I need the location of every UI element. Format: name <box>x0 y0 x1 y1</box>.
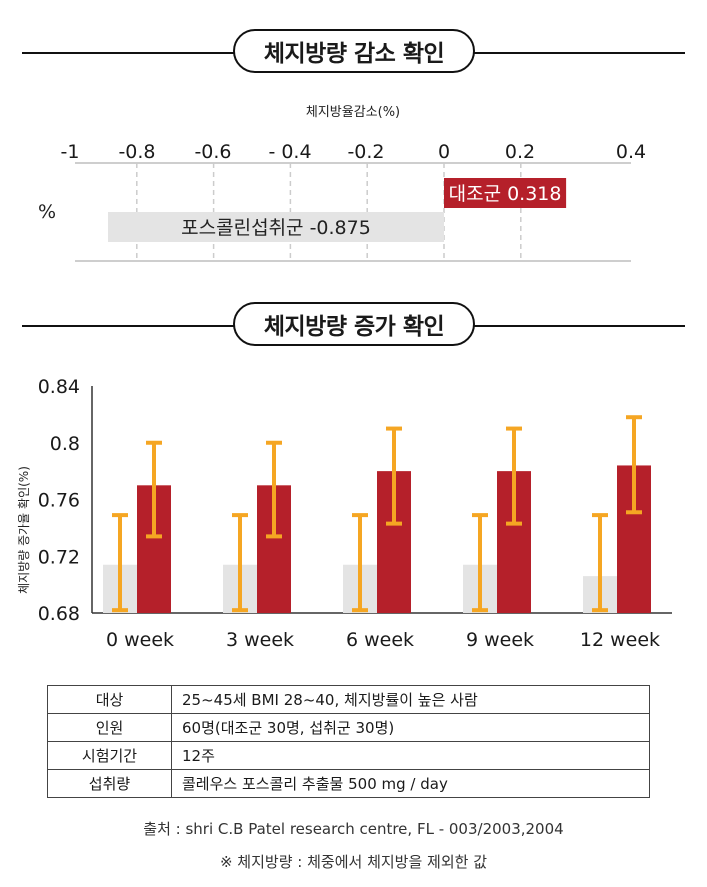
table-value-cell: 60명(대조군 30명, 섭취군 30명) <box>171 713 650 742</box>
chart1-x-tick-label: 0 <box>438 141 450 163</box>
table-key-cell: 대상 <box>47 685 172 714</box>
chart2-x-tick-label: 0 week <box>106 629 174 651</box>
chart1-bar <box>444 178 567 208</box>
chart2-error-bar <box>626 415 642 515</box>
horizontal-bar-chart: 체지방율감소(%) -1 -0.8 -0.6 - 0.4 -0.2 0 0.2 0.4 % 대… <box>38 105 646 262</box>
chart2-error-bar <box>266 440 282 539</box>
chart2-error-bar <box>352 513 368 613</box>
chart1-bar-label: 대조군 0.318 <box>449 183 562 205</box>
study-info-table: 대상 25~45세 BMI 28~40, 체지방률이 높은 사람 인원 60명(대조군… <box>47 685 650 798</box>
chart1-title: 체지방율감소(%) <box>306 105 400 120</box>
chart2-error-bar <box>592 513 608 613</box>
table-row: 대상 25~45세 BMI 28~40, 체지방률이 높은 사람 <box>47 685 650 714</box>
chart1-x-tick-label: -1 <box>61 141 80 163</box>
table-value-cell: 콜레우스 포스콜리 추출물 500 mg / day <box>171 769 650 798</box>
chart2-x-tick-label: 9 week <box>466 629 534 651</box>
header-rule-right <box>466 325 685 327</box>
chart1-x-tick-label: 0.2 <box>505 141 535 163</box>
grouped-bar-chart: 체지방량 증가율 확인(%) 0.84 0.8 0.76 0.72 0.68 0 wee… <box>17 376 672 651</box>
chart1-bar <box>108 212 444 242</box>
chart2-x-tick-label: 3 week <box>226 629 294 651</box>
section-title: 체지방량 감소 확인 <box>233 29 475 73</box>
chart2-y-tick-label: 0.68 <box>38 603 80 625</box>
chart2-error-bar <box>146 440 162 539</box>
table-key-cell: 섭취량 <box>47 769 172 798</box>
chart2-error-bar <box>112 513 128 613</box>
source-text: 출처 : shri C.B Patel research centre, FL … <box>143 820 564 838</box>
table-value-cell: 25~45세 BMI 28~40, 체지방률이 높은 사람 <box>171 685 650 714</box>
chart2-error-bar <box>232 513 248 613</box>
chart1-x-tick-label: -0.8 <box>118 141 155 163</box>
table-key-cell: 인원 <box>47 713 172 742</box>
chart2-error-bar <box>386 426 402 526</box>
section-header-increase: 체지방량 증가 확인 <box>0 302 707 350</box>
chart1-x-tick-label: - 0.4 <box>268 141 311 163</box>
chart2-y-label: 체지방량 증가율 확인(%) <box>17 466 31 594</box>
chart2-y-tick-label: 0.76 <box>38 490 80 512</box>
section-header-decrease: 체지방량 감소 확인 <box>0 29 707 77</box>
table-row: 인원 60명(대조군 30명, 섭취군 30명) <box>47 713 650 742</box>
table-row: 시험기간 12주 <box>47 741 650 770</box>
chart2-x-tick-label: 6 week <box>346 629 414 651</box>
chart1-x-tick-label: 0.4 <box>616 141 646 163</box>
chart2-y-tick-label: 0.84 <box>38 376 80 398</box>
chart1-y-label: % <box>38 201 56 223</box>
header-rule-left <box>22 52 242 54</box>
header-rule-right <box>466 52 685 54</box>
chart2-error-bar <box>472 513 488 613</box>
chart1-x-tick-label: -0.2 <box>347 141 384 163</box>
chart1-bar-label: 포스콜린섭취군 -0.875 <box>181 217 371 239</box>
chart2-x-tick-label: 12 week <box>580 629 660 651</box>
table-key-cell: 시험기간 <box>47 741 172 770</box>
section-title: 체지방량 증가 확인 <box>233 302 475 346</box>
chart2-y-tick-label: 0.72 <box>38 546 80 568</box>
note-text: ※ 체지방량 : 체중에서 체지방을 제외한 값 <box>219 853 488 871</box>
header-rule-left <box>22 325 242 327</box>
chart2-error-bar <box>506 426 522 526</box>
chart1-x-tick-label: -0.6 <box>194 141 231 163</box>
table-value-cell: 12주 <box>171 741 650 770</box>
table-row: 섭취량 콜레우스 포스콜리 추출물 500 mg / day <box>47 769 650 798</box>
chart2-y-tick-label: 0.8 <box>50 433 80 455</box>
